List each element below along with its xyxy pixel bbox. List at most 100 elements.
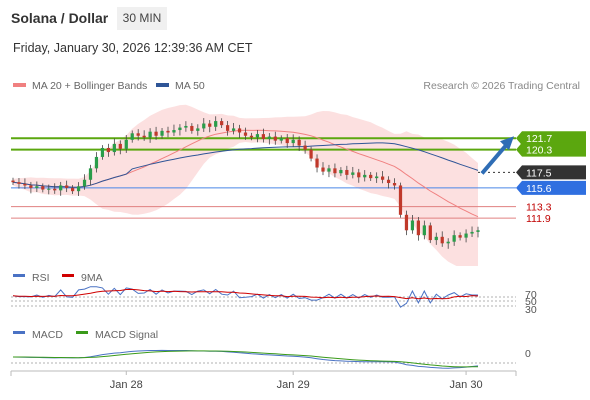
- candle-body: [398, 185, 403, 215]
- candle-body: [410, 220, 415, 231]
- candle-body: [112, 143, 116, 153]
- candle-body: [136, 133, 140, 136]
- forecast-arrow-head: [500, 136, 514, 151]
- level-tag-115.6: [516, 180, 586, 195]
- candle-body: [345, 169, 349, 175]
- candle-body: [458, 235, 462, 238]
- bollinger-band-area: [13, 104, 478, 271]
- candle-body: [267, 136, 271, 140]
- candle-body: [273, 136, 277, 141]
- candle-body: [190, 125, 194, 131]
- x-ticks: Jan 28 Jan 29 Jan 30: [110, 371, 483, 391]
- candle-body: [148, 131, 152, 138]
- candle-body: [315, 158, 319, 168]
- candle-body: [363, 174, 367, 178]
- candle-body: [255, 134, 260, 138]
- ma50-swatch: [156, 83, 169, 88]
- candle-body: [172, 130, 176, 133]
- candle-body: [333, 168, 337, 174]
- level-label-120.3: 120.3: [526, 145, 552, 157]
- candle-body: [375, 176, 379, 179]
- ma20-swatch: [13, 83, 26, 88]
- forecast-arrow: [480, 136, 514, 175]
- candle-body: [309, 149, 313, 159]
- macd-lines: [11, 349, 516, 369]
- macd-swatch: [13, 331, 25, 334]
- bollinger-bands: [13, 104, 478, 271]
- candle-body: [404, 214, 409, 231]
- candle-body: [29, 185, 33, 188]
- chart-title: Solana / Dollar: [11, 10, 109, 26]
- forecast-arrow-shaft: [480, 142, 509, 175]
- candle-body: [88, 168, 93, 180]
- macd-label: MACD: [32, 329, 63, 341]
- credit: Research © 2026 Trading Central: [423, 80, 580, 92]
- rsi-level-30: 30: [525, 304, 537, 316]
- candle-body: [208, 123, 212, 127]
- candle-body: [166, 130, 170, 133]
- candle-body: [160, 130, 164, 136]
- candle-body: [357, 172, 361, 178]
- rsi-level-50: 50: [525, 296, 537, 308]
- candle-body: [446, 241, 450, 244]
- rsi-lines: [11, 286, 516, 308]
- candle-body: [237, 128, 242, 133]
- x-tick-label: Jan 29: [277, 379, 310, 391]
- level-label-117.5: 117.5: [526, 167, 552, 179]
- candle-body: [351, 172, 355, 175]
- candles: [11, 116, 480, 249]
- candle-body: [297, 139, 301, 146]
- candle-body: [476, 230, 480, 232]
- rsi-line: [12, 286, 478, 308]
- candle-body: [231, 128, 236, 131]
- ma50-label: MA 50: [175, 80, 205, 92]
- candle-body: [118, 143, 122, 149]
- rsi-panel: [0, 266, 590, 316]
- candle-body: [321, 167, 325, 172]
- level-label-121.7: 121.7: [526, 133, 552, 145]
- candle-body: [452, 235, 456, 242]
- x-tick-label: Jan 28: [110, 379, 143, 391]
- timeframe-button[interactable]: 30 MIN: [117, 7, 167, 30]
- candle-body: [65, 185, 69, 188]
- rsi-ma-label: 9MA: [81, 272, 103, 284]
- candle-body: [416, 220, 421, 236]
- candle-body: [76, 186, 81, 192]
- candle-body: [285, 138, 289, 144]
- candle-body: [434, 236, 438, 241]
- rsi-label: RSI: [32, 272, 50, 284]
- macd-level-0: 0: [525, 348, 531, 360]
- header: Solana / Dollar 30 MIN: [0, 0, 590, 36]
- legend-ma50: MA 50: [156, 80, 205, 92]
- candle-body: [142, 135, 146, 138]
- level-tag-117.5: [516, 165, 586, 180]
- level-label-111.9: 111.9: [526, 213, 551, 225]
- candle-body: [249, 135, 254, 138]
- candle-body: [220, 121, 224, 126]
- candle-body: [225, 125, 230, 131]
- candle-body: [23, 183, 27, 186]
- candle-body: [339, 169, 343, 174]
- rsi-level-70: 70: [525, 289, 537, 301]
- x-tick-label: Jan 30: [450, 379, 483, 391]
- candle-body: [392, 183, 397, 186]
- legend-ma20: MA 20 + Bollinger Bands: [13, 80, 147, 92]
- level-tag-121.7: [516, 131, 586, 146]
- candle-body: [70, 187, 75, 192]
- macd-line: [12, 349, 479, 369]
- candle-body: [124, 139, 128, 149]
- candle-body: [291, 139, 295, 144]
- macd-signal-line: [13, 350, 479, 368]
- candle-body: [178, 127, 182, 131]
- candle-body: [17, 182, 21, 184]
- candle-body: [59, 185, 63, 191]
- candle-body: [422, 225, 426, 236]
- rsi-ma-swatch: [62, 274, 74, 277]
- candle-body: [53, 188, 57, 191]
- candle-body: [184, 125, 188, 128]
- candle-body: [369, 174, 373, 179]
- timestamp: Friday, January 30, 2026 12:39:36 AM CET: [13, 41, 253, 55]
